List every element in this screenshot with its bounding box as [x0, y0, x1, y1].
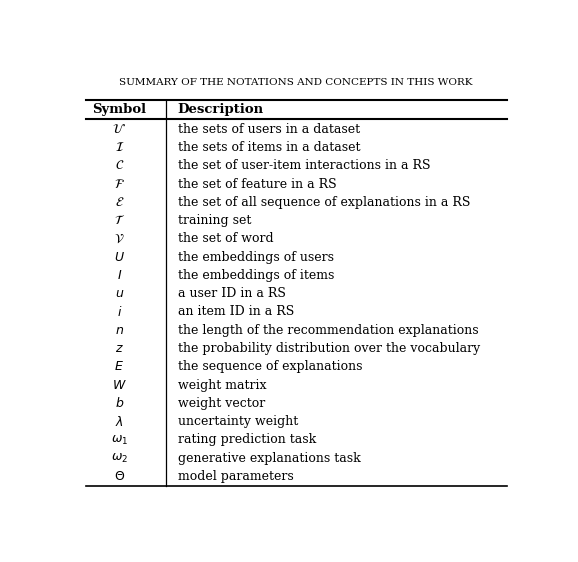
Text: the sets of items in a dataset: the sets of items in a dataset — [177, 141, 360, 154]
Text: $z$: $z$ — [115, 342, 124, 355]
Text: $\mathcal{T}$: $\mathcal{T}$ — [114, 214, 125, 227]
Text: the embeddings of items: the embeddings of items — [177, 269, 334, 282]
Text: generative explanations task: generative explanations task — [177, 452, 360, 465]
Text: the set of user-item interactions in a RS: the set of user-item interactions in a R… — [177, 159, 430, 172]
Text: $u$: $u$ — [114, 287, 124, 300]
Text: $\mathcal{C}$: $\mathcal{C}$ — [114, 159, 124, 172]
Text: weight vector: weight vector — [177, 397, 265, 410]
Text: the probability distribution over the vocabulary: the probability distribution over the vo… — [177, 342, 480, 355]
Text: rating prediction task: rating prediction task — [177, 433, 316, 446]
Text: $W$: $W$ — [112, 379, 127, 392]
Text: the sequence of explanations: the sequence of explanations — [177, 360, 362, 373]
Text: $\mathcal{F}$: $\mathcal{F}$ — [114, 178, 125, 191]
Text: weight matrix: weight matrix — [177, 379, 266, 392]
Text: the length of the recommendation explanations: the length of the recommendation explana… — [177, 324, 478, 337]
Text: $\Theta$: $\Theta$ — [114, 470, 125, 483]
Text: $i$: $i$ — [117, 305, 122, 319]
Text: $b$: $b$ — [114, 396, 124, 410]
Text: $I$: $I$ — [117, 269, 122, 282]
Text: the sets of users in a dataset: the sets of users in a dataset — [177, 123, 360, 135]
Text: $\mathcal{V}$: $\mathcal{V}$ — [114, 232, 124, 246]
Text: uncertainty weight: uncertainty weight — [177, 415, 298, 428]
Text: $\omega_1$: $\omega_1$ — [110, 433, 128, 447]
Text: training set: training set — [177, 214, 251, 227]
Text: $\omega_2$: $\omega_2$ — [111, 452, 128, 465]
Text: $\mathcal{I}$: $\mathcal{I}$ — [114, 141, 124, 154]
Text: $n$: $n$ — [115, 324, 124, 337]
Text: an item ID in a RS: an item ID in a RS — [177, 306, 294, 319]
Text: the set of feature in a RS: the set of feature in a RS — [177, 178, 336, 191]
Text: SUMMARY OF THE NOTATIONS AND CONCEPTS IN THIS WORK: SUMMARY OF THE NOTATIONS AND CONCEPTS IN… — [120, 78, 473, 87]
Text: the embeddings of users: the embeddings of users — [177, 251, 334, 264]
Text: $\mathcal{U}$: $\mathcal{U}$ — [112, 123, 126, 135]
Text: Description: Description — [177, 103, 264, 116]
Text: $\lambda$: $\lambda$ — [115, 415, 124, 429]
Text: $\mathcal{E}$: $\mathcal{E}$ — [114, 196, 124, 209]
Text: the set of all sequence of explanations in a RS: the set of all sequence of explanations … — [177, 196, 470, 209]
Text: the set of word: the set of word — [177, 232, 273, 246]
Text: Symbol: Symbol — [92, 103, 146, 116]
Text: a user ID in a RS: a user ID in a RS — [177, 287, 286, 300]
Text: $U$: $U$ — [114, 251, 125, 264]
Text: $E$: $E$ — [114, 360, 124, 373]
Text: model parameters: model parameters — [177, 470, 293, 483]
